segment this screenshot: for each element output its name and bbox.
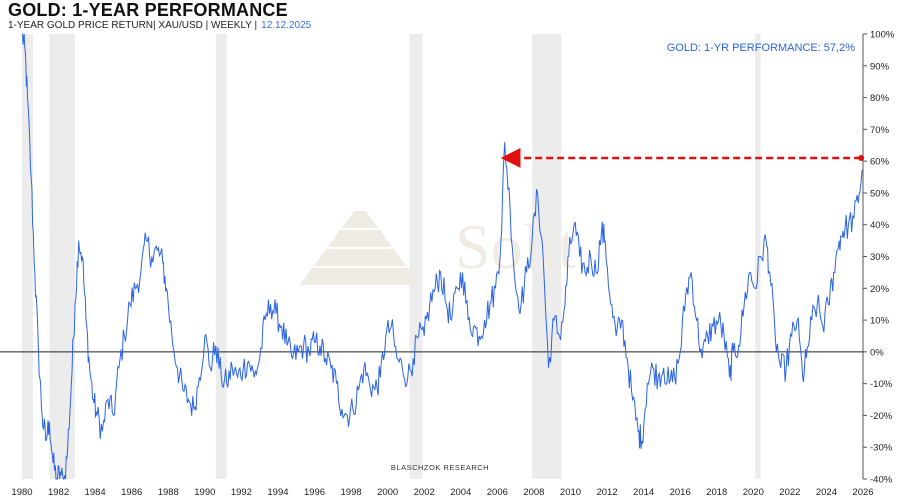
watermark-text: Solit (455, 211, 576, 282)
y-tick-label: 70% (870, 125, 890, 136)
x-tick-label: 2010 (560, 487, 581, 498)
annotation-dot (858, 154, 865, 161)
x-tick-label: 2024 (816, 487, 837, 498)
subtitle-date: 12.12.2025 (261, 20, 312, 31)
y-tick-label: -10% (870, 379, 893, 390)
x-tick-label: 1996 (304, 487, 325, 498)
subtitle-text: 1-YEAR GOLD PRICE RETURN| XAU/USD | WEEK… (8, 20, 258, 31)
x-tick-label: 2022 (779, 487, 800, 498)
x-tick-label: 1980 (11, 487, 32, 498)
x-tick-label: 2016 (670, 487, 691, 498)
y-tick-label: -20% (870, 411, 893, 422)
y-tick-label: 80% (870, 93, 890, 104)
performance-label: GOLD: 1-YR PERFORMANCE: 57,2% (667, 42, 855, 54)
chart-title: GOLD: 1-YEAR PERFORMANCE (8, 0, 288, 20)
y-tick-label: 0% (870, 347, 884, 358)
x-tick-label: 2004 (450, 487, 471, 498)
x-tick-label: 2008 (523, 487, 544, 498)
credit-label: BLASCHZOK RESEARCH (391, 463, 489, 472)
y-tick-label: 100% (870, 30, 895, 41)
axes (0, 34, 864, 479)
x-tick-label: 2000 (377, 487, 398, 498)
x-tick-label: 1994 (267, 487, 288, 498)
x-tick-label: 1990 (194, 487, 215, 498)
x-tick-label: 2002 (414, 487, 435, 498)
x-tick-label: 1984 (85, 487, 106, 498)
y-axis-ticks: 100% 90% 80% 70% 60% 50% 40% 30% 20% 10% 0% -10% -20… (863, 30, 895, 486)
x-tick-label: 2020 (743, 487, 764, 498)
x-tick-label: 1998 (341, 487, 362, 498)
y-tick-label: 60% (870, 157, 890, 168)
y-tick-label: 20% (870, 284, 890, 295)
x-tick-label: 2012 (596, 487, 617, 498)
x-tick-label: 2014 (633, 487, 654, 498)
y-tick-label: 50% (870, 188, 890, 199)
x-tick-label: 1988 (158, 487, 179, 498)
x-tick-label: 2026 (852, 487, 873, 498)
y-tick-label: -40% (870, 475, 893, 486)
recession-band-5 (755, 34, 761, 479)
x-tick-label: 2018 (706, 487, 727, 498)
x-tick-label: 1992 (231, 487, 252, 498)
x-tick-label: 1986 (121, 487, 142, 498)
recession-band-4 (532, 34, 562, 479)
y-tick-label: -30% (870, 443, 893, 454)
y-tick-label: 30% (870, 252, 890, 263)
recession-band-0 (22, 34, 33, 479)
y-tick-label: 10% (870, 316, 890, 327)
y-tick-label: 40% (870, 220, 890, 231)
recession-band-1 (49, 34, 76, 479)
recession-band-3 (409, 34, 423, 479)
watermark-logo: Solit (300, 211, 576, 285)
x-tick-label: 2006 (487, 487, 508, 498)
series-line (22, 33, 863, 480)
x-tick-label: 1982 (48, 487, 69, 498)
recession-band-2 (215, 34, 227, 479)
y-tick-label: 90% (870, 61, 890, 72)
chart-subtitle: 1-YEAR GOLD PRICE RETURN| XAU/USD | WEEK… (8, 20, 311, 31)
x-axis-ticks: 1980 1982 1984 1986 1988 1990 1992 1994 1996 1998… (11, 487, 873, 498)
